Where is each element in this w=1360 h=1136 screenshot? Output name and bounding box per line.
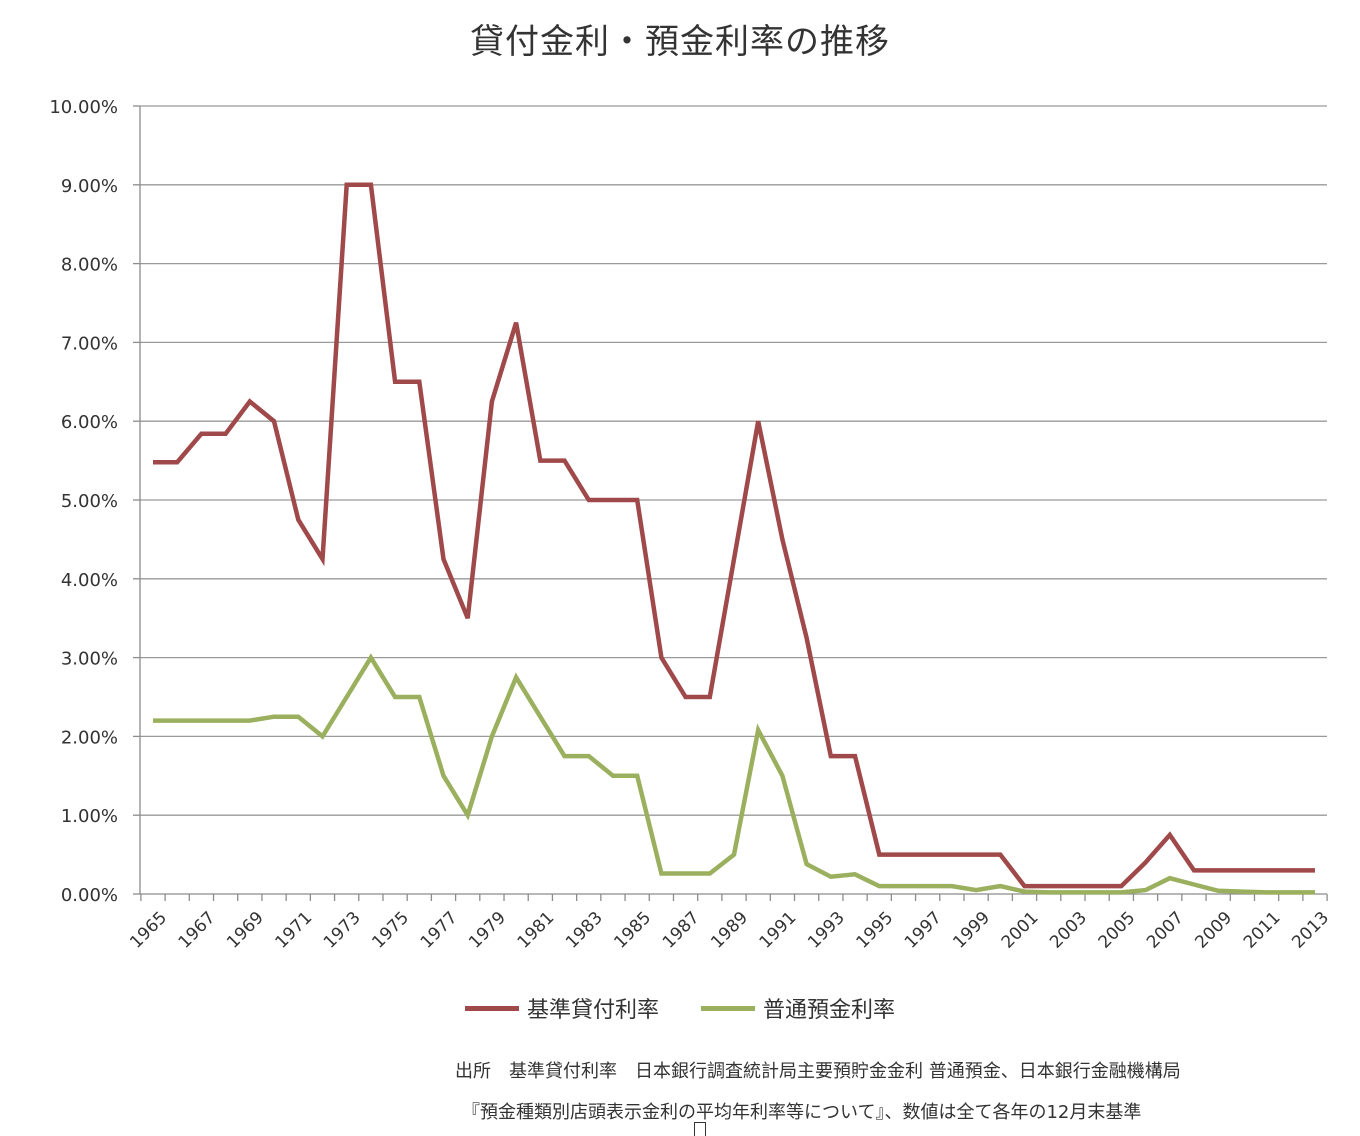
legend-swatch-deposit-rate bbox=[701, 1005, 755, 1011]
axes bbox=[133, 105, 1328, 901]
series-line-0 bbox=[153, 182, 1315, 889]
y-tick-label: 1.00% bbox=[61, 806, 118, 827]
legend-item-deposit-rate: 普通預金利率 bbox=[701, 992, 895, 1024]
x-tick-label: 1969 bbox=[223, 908, 268, 953]
y-tick-label: 7.00% bbox=[61, 333, 118, 354]
y-tick-label: 0.00% bbox=[61, 885, 118, 906]
x-tick-label: 1965 bbox=[126, 908, 171, 953]
y-tick-label: 10.00% bbox=[49, 97, 118, 118]
x-tick-label: 1987 bbox=[659, 908, 704, 953]
gridlines bbox=[140, 105, 1327, 895]
legend-swatch-lending-rate bbox=[464, 1005, 519, 1011]
x-tick-label: 2009 bbox=[1191, 908, 1236, 953]
x-tick-label: 2003 bbox=[1046, 908, 1091, 953]
y-tick-label: 5.00% bbox=[61, 491, 118, 512]
y-tick-label: 8.00% bbox=[61, 255, 118, 276]
series-lines bbox=[153, 182, 1315, 895]
y-tick-label: 9.00% bbox=[61, 176, 118, 197]
y-tick-label: 3.00% bbox=[61, 649, 118, 670]
legend: 基準貸付利率 普通預金利率 bbox=[0, 992, 1360, 1024]
x-tick-label: 1991 bbox=[756, 908, 801, 953]
x-tick-label: 1979 bbox=[465, 908, 510, 953]
legend-label-deposit-rate: 普通預金利率 bbox=[763, 998, 896, 1023]
source-note-line-1: 出所 基準貸付利率 日本銀行調査統計局主要預貯金金利 普通預金、日本銀行金融機構… bbox=[455, 1061, 1181, 1082]
chart-title: 貸付金利・預金利率の推移 bbox=[470, 22, 890, 62]
x-tick-label: 1985 bbox=[610, 908, 655, 953]
y-tick-label: 6.00% bbox=[61, 412, 118, 433]
x-tick-label: 1971 bbox=[272, 908, 317, 953]
y-tick-label: 4.00% bbox=[61, 570, 118, 591]
x-tick-label: 2001 bbox=[998, 908, 1043, 953]
x-tick-label: 1981 bbox=[514, 908, 559, 953]
x-tick-label: 1993 bbox=[804, 908, 849, 953]
x-tick-label: 1975 bbox=[368, 908, 413, 953]
x-tick-label: 1995 bbox=[853, 908, 898, 953]
x-tick-label: 1997 bbox=[901, 908, 946, 953]
x-tick-label: 1989 bbox=[707, 908, 752, 953]
x-tick-label: 2005 bbox=[1095, 908, 1140, 953]
x-tick-label: 1973 bbox=[320, 908, 365, 953]
y-tick-labels: 0.00% 1.00% 2.00% 3.00% 4.00% 5.00% 6.00% 7.00%… bbox=[49, 97, 118, 906]
x-tick-label: 1983 bbox=[562, 908, 607, 953]
x-tick-label: 1967 bbox=[175, 908, 220, 953]
y-tick-label: 2.00% bbox=[61, 727, 118, 748]
series-line-1 bbox=[153, 653, 1315, 895]
cursor-icon bbox=[694, 1122, 706, 1136]
legend-item-lending-rate: 基準貸付利率 bbox=[464, 992, 659, 1024]
legend-label-lending-rate: 基準貸付利率 bbox=[526, 998, 659, 1023]
source-note-line-2: 『預金種類別店頭表示金利の平均年利率等について』、数値は全て各年の12月末基準 bbox=[462, 1102, 1142, 1123]
x-tick-label: 2013 bbox=[1288, 908, 1333, 953]
x-tick-label: 2007 bbox=[1143, 908, 1188, 953]
x-tick-label: 2011 bbox=[1240, 908, 1285, 953]
x-tick-label: 1977 bbox=[417, 908, 462, 953]
x-tick-labels: 1965 1967 1969 1971 1973 1975 1977 1979 1981 1983… bbox=[126, 908, 1333, 953]
x-tick-label: 1999 bbox=[949, 908, 994, 953]
